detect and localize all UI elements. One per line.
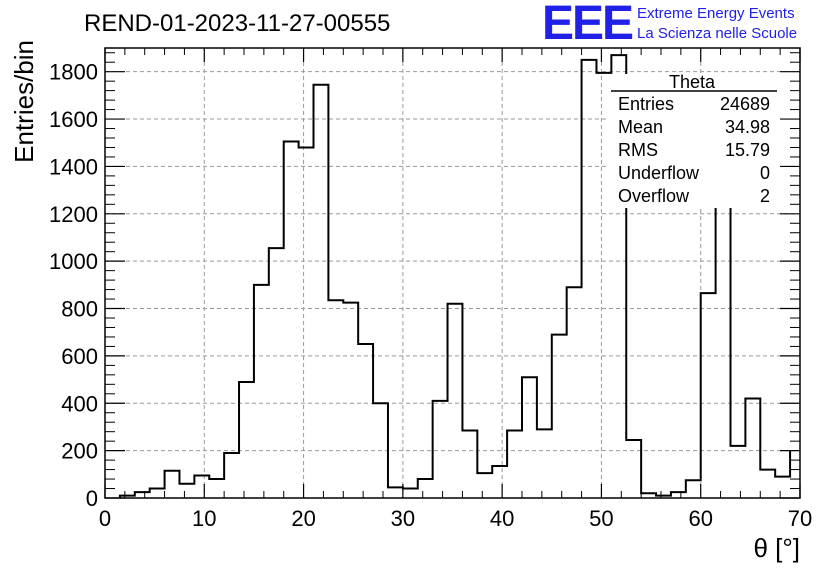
logo-text-line1: Extreme Energy Events <box>637 5 795 22</box>
axis-ticks <box>104 48 801 499</box>
stats-row-label: Mean <box>618 117 663 137</box>
stats-row-value: 24689 <box>720 94 770 114</box>
x-tick-label: 70 <box>788 506 812 531</box>
y-tick-label: 0 <box>86 486 98 511</box>
stats-row-label: RMS <box>618 140 658 160</box>
x-tick-label: 0 <box>99 506 111 531</box>
y-tick-label: 400 <box>61 391 98 416</box>
histogram-line <box>118 54 792 498</box>
stats-row-label: Entries <box>618 94 674 114</box>
stats-row-value: 15.79 <box>725 140 770 160</box>
stats-row-label: Underflow <box>618 163 700 183</box>
y-tick-label: 200 <box>61 439 98 464</box>
x-tick-label: 30 <box>391 506 415 531</box>
stats-box: Theta Entries 24689 Mean 34.98 RMS 15.79 Under… <box>608 72 780 208</box>
y-tick-label: 1200 <box>49 202 98 227</box>
eee-logo: EEE <box>542 0 634 50</box>
logo-text-line2: La Scienza nelle Scuole <box>637 25 798 42</box>
x-tick-label: 20 <box>291 506 315 531</box>
y-tick-label: 600 <box>61 344 98 369</box>
stats-row-value: 2 <box>760 186 770 206</box>
y-axis-label: Entries/bin <box>9 40 39 163</box>
y-tick-labels: 0 200 400 600 800 1000 1200 1400 1600 1800 <box>49 60 98 511</box>
x-tick-label: 50 <box>589 506 613 531</box>
x-tick-labels: 0 10 20 30 40 50 60 70 <box>99 506 812 531</box>
stats-box-background <box>608 74 780 208</box>
x-tick-label: 40 <box>490 506 514 531</box>
x-tick-label: 10 <box>192 506 216 531</box>
y-tick-label: 1800 <box>49 60 98 85</box>
y-tick-label: 800 <box>61 297 98 322</box>
y-tick-label: 1600 <box>49 107 98 132</box>
stats-box-title: Theta <box>669 72 716 92</box>
stats-row-value: 0 <box>760 163 770 183</box>
run-title: REND-01-2023-11-27-00555 <box>84 10 391 37</box>
x-tick-label: 60 <box>688 506 712 531</box>
stats-row-value: 34.98 <box>725 117 770 137</box>
x-axis-label: θ [°] <box>753 533 800 563</box>
y-tick-label: 1400 <box>49 154 98 179</box>
plot-frame <box>104 47 801 499</box>
stats-row-label: Overflow <box>618 186 690 206</box>
y-tick-label: 1000 <box>49 249 98 274</box>
grid-lines <box>105 48 800 498</box>
stats-box-rows: Entries 24689 Mean 34.98 RMS 15.79 Underflow 0 O… <box>618 94 770 206</box>
